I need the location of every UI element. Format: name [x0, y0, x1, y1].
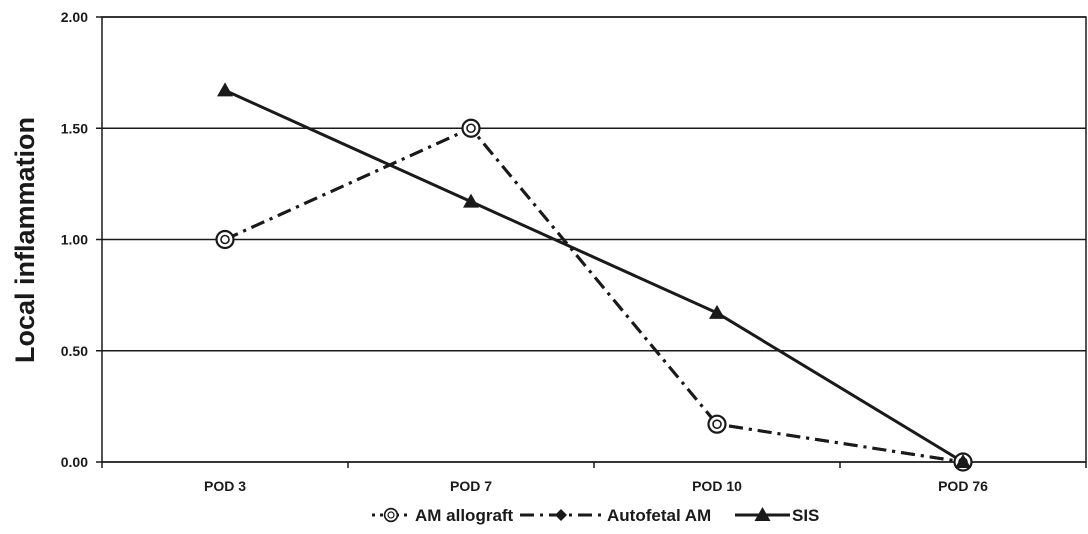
data-point-0-2	[707, 414, 727, 434]
legend-label: AM allograft	[415, 506, 514, 525]
y-tick-label: 1.00	[61, 232, 88, 248]
marker-circle-outer	[215, 229, 235, 250]
legend-label: SIS	[792, 506, 819, 525]
marker-circle-outer	[461, 118, 481, 138]
y-tick-labels: 0.00 0.50 1.00 1.50 2.00	[61, 9, 88, 470]
x-tick-label: POD 10	[692, 478, 742, 494]
x-tick-label: POD 76	[938, 478, 988, 494]
data-point-2-1	[463, 193, 479, 208]
x-tick-labels: POD 3 POD 7 POD 10 POD 76	[204, 478, 988, 494]
axes	[96, 16, 1087, 468]
series-line-1	[224, 126, 964, 464]
legend-marker	[555, 509, 567, 521]
data-point-2-2	[709, 304, 725, 319]
data-point-0-1	[461, 118, 481, 138]
y-tick-label: 1.50	[61, 120, 88, 136]
marker-circle-inner	[387, 511, 395, 519]
series-lines	[224, 89, 964, 464]
y-axis-label: Local inflammation	[10, 117, 40, 363]
series-line-0	[224, 126, 964, 464]
series-line-2	[224, 89, 964, 464]
data-point-2-3	[955, 454, 971, 468]
legend: AM allograft Autofetal AM SIS	[372, 506, 819, 525]
y-tick-label: 0.00	[61, 454, 88, 470]
data-point-0-0	[215, 229, 235, 250]
x-tick-label: POD 7	[450, 478, 492, 494]
marker-circle-outer	[707, 414, 727, 434]
grid-lines	[102, 16, 1086, 463]
series-markers	[215, 82, 973, 472]
marker-circle-outer	[383, 507, 399, 523]
legend-marker	[754, 507, 771, 521]
marker-circle-inner	[712, 419, 722, 429]
legend-marker	[383, 507, 399, 523]
legend-label: Autofetal AM	[607, 506, 711, 525]
x-tick-label: POD 3	[204, 478, 246, 494]
data-point-2-0	[217, 82, 233, 97]
marker-circle-inner	[466, 123, 476, 134]
marker-circle-inner	[220, 234, 230, 245]
y-tick-label: 0.50	[61, 343, 88, 359]
y-tick-label: 2.00	[61, 9, 88, 25]
